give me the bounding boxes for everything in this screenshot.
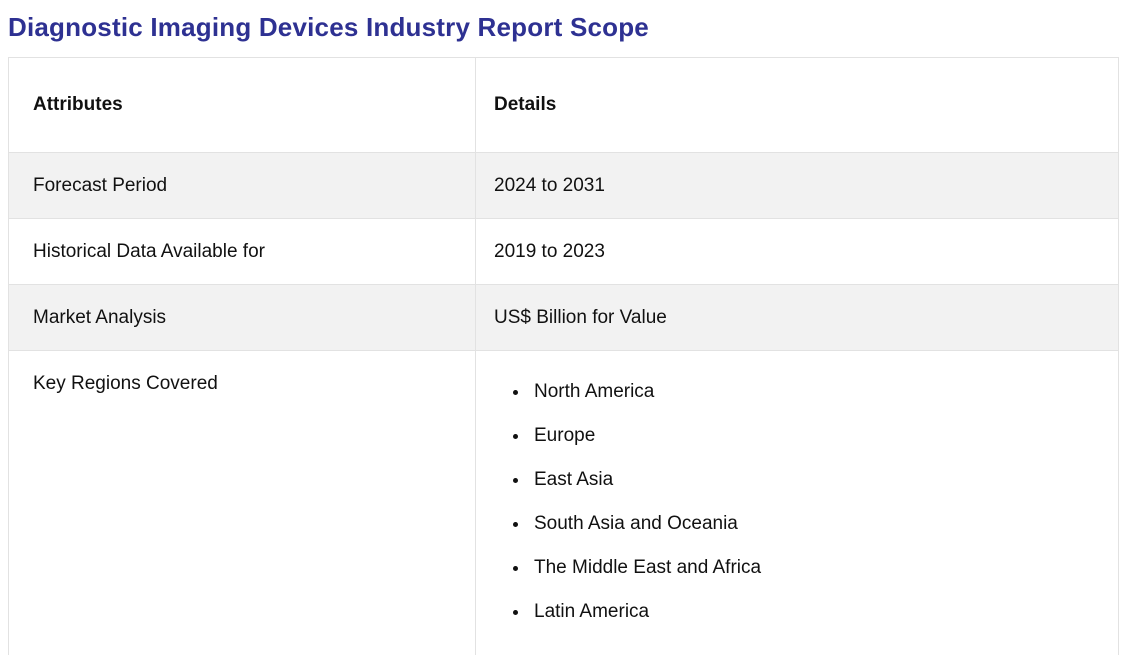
report-scope-table: Attributes Details Forecast Period 2024 …: [8, 57, 1119, 655]
table-body: Forecast Period 2024 to 2031 Historical …: [8, 152, 1119, 655]
table-row-historical-data: Historical Data Available for 2019 to 20…: [8, 218, 1119, 285]
details-cell: 2024 to 2031: [475, 152, 1119, 219]
details-cell: US$ Billion for Value: [475, 284, 1119, 351]
attribute-cell: Market Analysis: [8, 284, 476, 351]
table-header: Attributes Details: [8, 57, 1119, 153]
list-item: South Asia and Oceania: [530, 513, 1118, 535]
table-row-forecast-period: Forecast Period 2024 to 2031: [8, 152, 1119, 219]
list-item: Europe: [530, 425, 1118, 447]
list-item: North America: [530, 381, 1118, 403]
table-row-market-analysis: Market Analysis US$ Billion for Value: [8, 284, 1119, 351]
header-row: Attributes Details: [8, 57, 1119, 153]
key-regions-list: North America Europe East Asia South Asi…: [494, 381, 1118, 623]
details-cell: 2019 to 2023: [475, 218, 1119, 285]
details-column-header: Details: [475, 57, 1119, 153]
attribute-cell: Key Regions Covered: [8, 350, 476, 655]
page-title: Diagnostic Imaging Devices Industry Repo…: [8, 12, 649, 42]
details-cell: North America Europe East Asia South Asi…: [475, 350, 1119, 655]
table-row-key-regions: Key Regions Covered North America Europe…: [8, 350, 1119, 655]
list-item: The Middle East and Africa: [530, 557, 1118, 579]
list-item: Latin America: [530, 601, 1118, 623]
attributes-column-header: Attributes: [8, 57, 476, 153]
list-item: East Asia: [530, 469, 1118, 491]
attribute-cell: Forecast Period: [8, 152, 476, 219]
attribute-cell: Historical Data Available for: [8, 218, 476, 285]
